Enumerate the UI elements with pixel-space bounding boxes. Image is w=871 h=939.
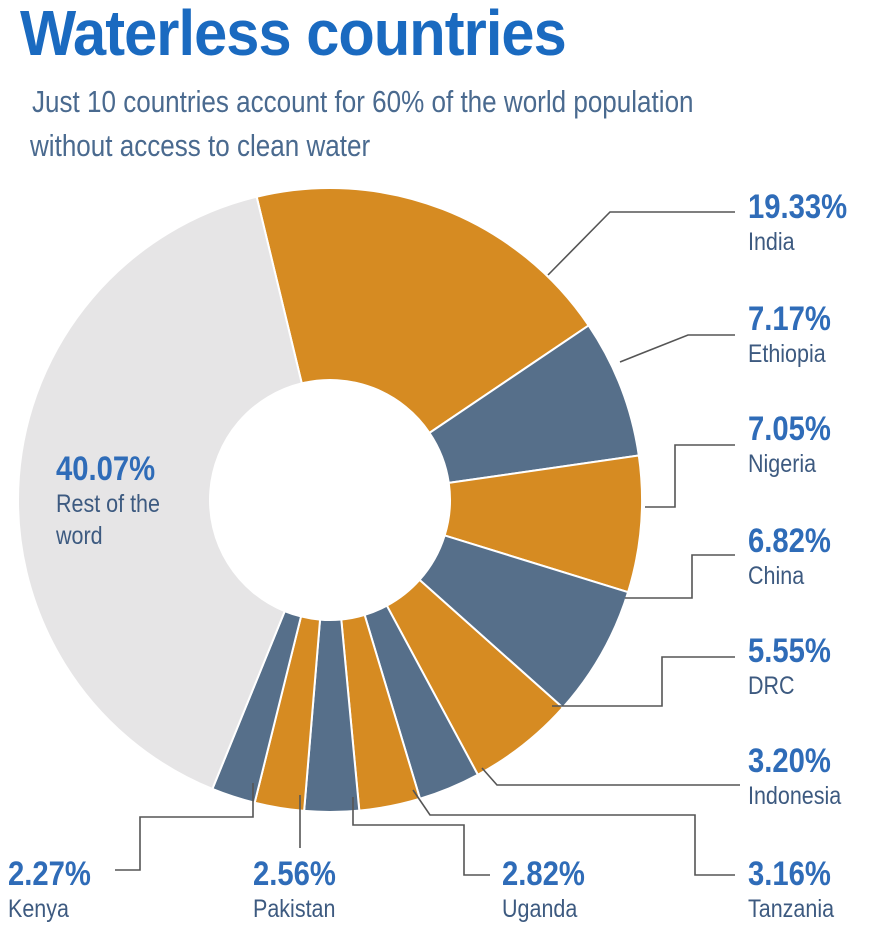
label-rest-of-world: 40.07% Rest of the word (56, 450, 160, 552)
label-uganda: 2.82% Uganda (502, 855, 585, 925)
leader-line-tanzania (412, 789, 735, 876)
label-name: India (748, 228, 795, 256)
leader-line-kenya (115, 783, 254, 871)
label-india: 19.33% India (748, 188, 847, 258)
label-pct: 19.33% (748, 188, 848, 226)
label-pakistan: 2.56% Pakistan (253, 855, 336, 925)
label-name: Tanzania (748, 895, 835, 923)
label-ethiopia: 7.17% Ethiopia (748, 300, 831, 370)
leader-line-nigeria (645, 444, 735, 508)
leader-lines (115, 211, 740, 876)
label-name: Indonesia (748, 782, 842, 810)
label-name: Ethiopia (748, 340, 826, 368)
slice-india (255, 187, 591, 435)
label-pct: 3.20% (748, 742, 831, 780)
label-name: Uganda (502, 895, 578, 923)
label-kenya: 2.27% Kenya (8, 855, 91, 925)
label-pct: 7.17% (748, 300, 831, 338)
label-name-line2: word (56, 522, 103, 550)
leader-line-uganda (352, 797, 490, 876)
label-indonesia: 3.20% Indonesia (748, 742, 841, 812)
leader-line-drc (552, 656, 735, 707)
label-pct: 2.56% (253, 855, 336, 893)
slice-rest-of-the-word (17, 195, 303, 791)
label-china: 6.82% China (748, 522, 831, 592)
leader-line-ethiopia (619, 334, 735, 363)
label-drc: 5.55% DRC (748, 632, 831, 702)
label-name: Nigeria (748, 450, 817, 478)
chart-title: Waterless countries (20, 0, 567, 69)
label-pct: 5.55% (748, 632, 831, 670)
label-name: DRC (748, 672, 795, 700)
label-pct: 6.82% (748, 522, 831, 560)
label-nigeria: 7.05% Nigeria (748, 410, 831, 480)
label-tanzania: 3.16% Tanzania (748, 855, 834, 925)
label-pct: 3.16% (748, 855, 831, 893)
leader-line-indonesia (481, 767, 740, 786)
label-name: Kenya (8, 895, 69, 923)
label-name-line1: Rest of the (56, 490, 160, 518)
chart-subtitle-line1: Just 10 countries account for 60% of the… (32, 84, 694, 119)
leader-line-india (547, 211, 735, 276)
label-name: Pakistan (253, 895, 336, 923)
label-pct: 2.82% (502, 855, 585, 893)
leader-line-china (625, 554, 735, 599)
label-pct: 40.07% (56, 450, 156, 488)
label-pct: 7.05% (748, 410, 831, 448)
chart-subtitle-line2: without access to clean water (30, 128, 371, 163)
label-pct: 2.27% (8, 855, 91, 893)
label-name: China (748, 562, 805, 590)
